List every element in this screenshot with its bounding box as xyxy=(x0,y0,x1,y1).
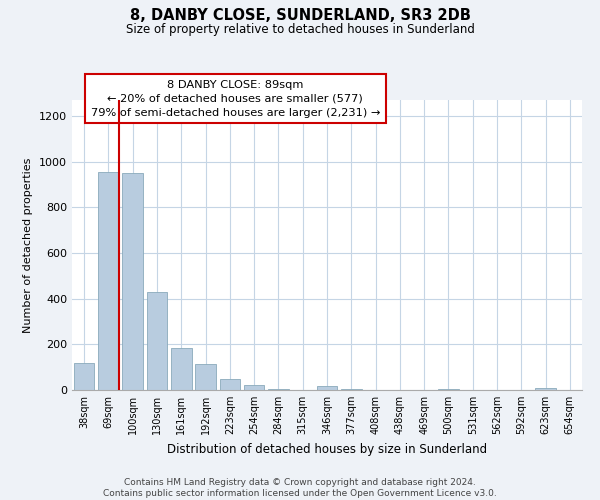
Bar xyxy=(220,379,240,390)
Bar xyxy=(98,172,119,390)
X-axis label: Distribution of detached houses by size in Sunderland: Distribution of detached houses by size … xyxy=(167,442,487,456)
Text: 8, DANBY CLOSE, SUNDERLAND, SR3 2DB: 8, DANBY CLOSE, SUNDERLAND, SR3 2DB xyxy=(130,8,470,22)
Text: 8 DANBY CLOSE: 89sqm
← 20% of detached houses are smaller (577)
79% of semi-deta: 8 DANBY CLOSE: 89sqm ← 20% of detached h… xyxy=(91,80,380,118)
Bar xyxy=(195,364,216,390)
Bar xyxy=(171,348,191,390)
Bar xyxy=(244,385,265,390)
Bar xyxy=(341,389,362,390)
Y-axis label: Number of detached properties: Number of detached properties xyxy=(23,158,34,332)
Bar xyxy=(122,173,143,390)
Bar xyxy=(74,362,94,390)
Bar xyxy=(438,389,459,390)
Bar xyxy=(146,292,167,390)
Bar xyxy=(535,388,556,390)
Text: Contains HM Land Registry data © Crown copyright and database right 2024.
Contai: Contains HM Land Registry data © Crown c… xyxy=(103,478,497,498)
Bar xyxy=(268,389,289,390)
Bar xyxy=(317,386,337,390)
Text: Size of property relative to detached houses in Sunderland: Size of property relative to detached ho… xyxy=(125,22,475,36)
